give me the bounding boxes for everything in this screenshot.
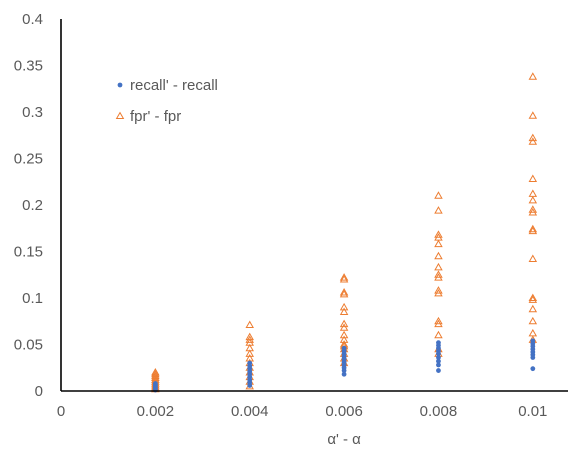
x-tick-label: 0.006: [325, 403, 363, 420]
fpr-diff-point: [339, 302, 349, 311]
legend-marker-fpr: [115, 111, 125, 120]
y-tick-label: 0.15: [14, 244, 43, 261]
fpr-diff-point: [434, 316, 443, 325]
fpr-diff-point: [245, 343, 254, 352]
fpr-diff-point: [434, 286, 443, 294]
x-tick-label: 0: [57, 403, 65, 420]
fpr-diff-point: [528, 295, 538, 303]
y-axis-ticks: 0 0.05 0.1 0.15 0.2 0.25 0.3 0.35 0.4: [14, 11, 43, 400]
fpr-diff-point: [339, 274, 349, 283]
y-tick-label: 0.3: [22, 104, 43, 121]
fpr-diff-point: [528, 226, 538, 235]
fpr-diff-point: [528, 174, 538, 183]
y-tick-label: 0.4: [22, 11, 43, 28]
fpr-diff-point: [528, 224, 538, 233]
legend-marker-recall: [117, 82, 123, 88]
legend: recall' - recall fpr' - fpr: [115, 77, 218, 125]
y-tick-label: 0.05: [14, 337, 43, 354]
fpr-diff-point: [434, 330, 443, 339]
fpr-diff-point: [528, 254, 538, 262]
fpr-diff-point: [434, 270, 443, 278]
fpr-diff-point: [528, 293, 538, 302]
x-tick-label: 0.008: [420, 403, 458, 420]
fpr-diff-point: [528, 72, 538, 80]
fpr-diff-point: [245, 332, 254, 341]
fpr-diff-point: [339, 289, 349, 298]
fpr-diff-point: [528, 316, 538, 325]
fpr-diff-point: [434, 239, 443, 248]
fpr-diff-point: [339, 330, 349, 339]
fpr-diff-point: [245, 320, 254, 329]
fpr-diff-point: [528, 205, 538, 213]
fpr-diff-point: [339, 273, 349, 281]
fpr-diff-point: [434, 206, 443, 214]
y-tick-label: 0.2: [22, 197, 43, 214]
data-points: [151, 72, 538, 393]
recall-diff-point: [530, 366, 536, 372]
fpr-diff-point: [151, 367, 160, 376]
fpr-diff-point: [151, 373, 160, 382]
fpr-diff-point: [528, 137, 538, 145]
fpr-diff-point: [528, 133, 538, 142]
recall-diff-point: [152, 381, 158, 386]
recall-diff-point: [436, 362, 441, 368]
fpr-diff-point: [339, 323, 349, 331]
recall-diff-point: [341, 345, 347, 351]
legend-label: fpr' - fpr: [130, 108, 181, 125]
fpr-diff-point: [339, 319, 349, 328]
y-tick-label: 0.25: [14, 151, 43, 168]
fpr-diff-point: [339, 307, 349, 315]
recall-diff-point: [530, 338, 536, 344]
fpr-diff-point: [339, 288, 349, 296]
x-tick-label: 0.002: [137, 403, 175, 420]
recall-diff-point: [436, 358, 441, 364]
y-tick-label: 0: [35, 383, 43, 400]
recall-diff-point: [436, 340, 441, 346]
fpr-diff-point: [528, 328, 538, 337]
recall-diff-point: [247, 360, 253, 366]
legend-label: recall' - recall: [130, 77, 218, 94]
fpr-diff-point: [434, 191, 443, 199]
fpr-diff-point: [339, 335, 349, 343]
recall-diff-point: [341, 371, 347, 377]
fpr-diff-point: [528, 195, 538, 204]
x-axis-title: α' - α: [327, 431, 361, 448]
x-tick-label: 0.004: [231, 403, 269, 420]
recall-diff-point: [436, 355, 441, 360]
fpr-diff-point: [434, 230, 443, 238]
fpr-diff-point: [245, 349, 254, 357]
fpr-diff-point: [434, 262, 443, 271]
fpr-diff-point: [151, 371, 160, 380]
fpr-diff-point: [151, 369, 160, 378]
fpr-diff-point: [434, 251, 443, 260]
recall-diff-point: [436, 368, 441, 373]
x-axis-ticks: 0 0.002 0.004 0.006 0.008 0.01: [57, 403, 548, 420]
fpr-diff-point: [528, 304, 538, 313]
fpr-diff-point: [528, 111, 538, 119]
y-tick-label: 0.35: [14, 58, 43, 75]
fpr-diff-point: [528, 189, 538, 197]
x-tick-label: 0.01: [518, 403, 547, 420]
y-tick-label: 0.1: [22, 290, 43, 307]
